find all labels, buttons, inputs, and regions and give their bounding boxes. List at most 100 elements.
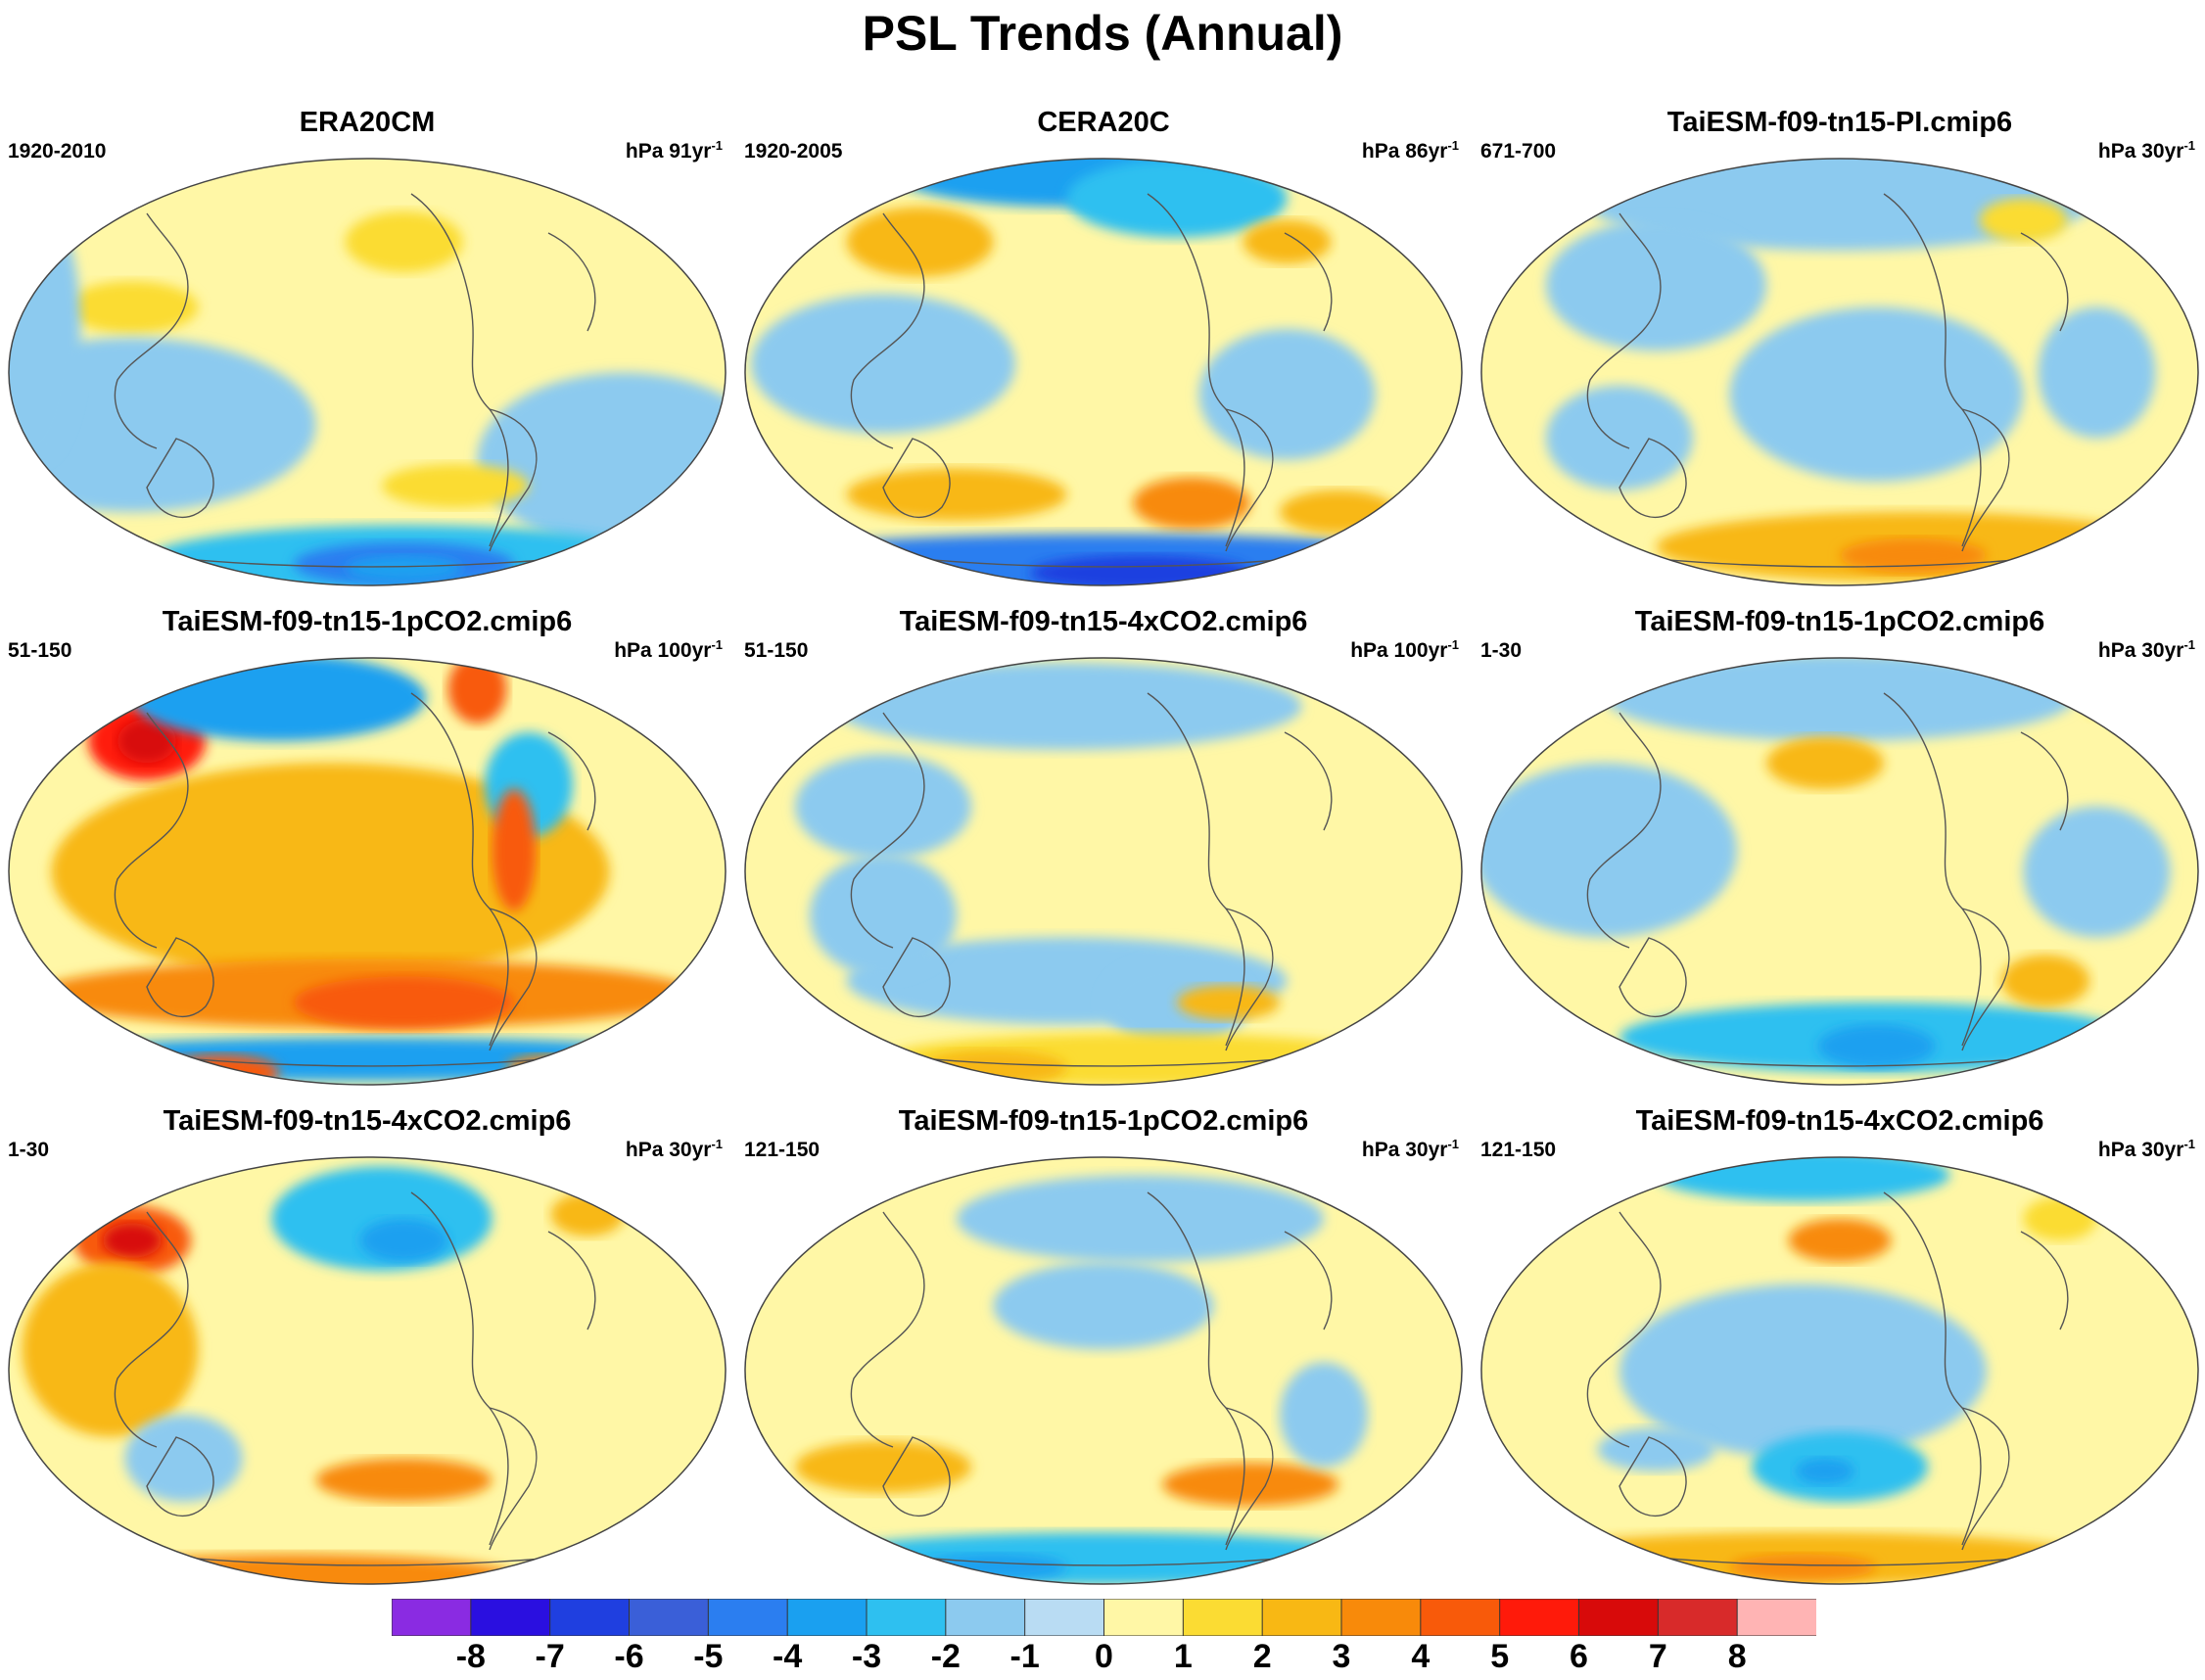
map-border [744, 657, 1463, 1086]
coastline [1961, 408, 2010, 552]
positive-trend-region [1788, 1218, 1892, 1263]
coastline [1619, 1436, 1687, 1517]
negative-trend-region [795, 754, 971, 860]
negative-trend-region [993, 1262, 1214, 1350]
map-panel: ERA20CM 1920-2010 hPa 91yr-1 [0, 106, 734, 586]
map-panel: TaiESM-f09-tn15-4xCO2.cmip6 1-30 hPa 30yr-… [0, 1104, 734, 1585]
negative-trend-region [1597, 1427, 1715, 1471]
units-text: hPa 30yr [2097, 639, 2184, 662]
map-projection [744, 1156, 1463, 1585]
negative-trend-region [345, 555, 463, 583]
colorbar-label: 5 [1490, 1638, 1510, 1675]
colorbar-swatch [470, 1599, 551, 1636]
coastline [114, 712, 189, 949]
colorbar-label: 2 [1252, 1638, 1272, 1675]
panel-units: hPa 100yr-1 [1350, 632, 1459, 664]
positive-trend-region [795, 1440, 971, 1494]
positive-trend-region [51, 763, 610, 981]
negative-trend-region [1605, 658, 2075, 741]
main-title: PSL Trends (Annual) [862, 6, 1343, 61]
colorbar-swatch [629, 1599, 710, 1636]
coastline [410, 193, 509, 547]
positive-trend-region [315, 1458, 493, 1503]
colorbar-swatch [786, 1599, 868, 1636]
colorbar-swatch [1261, 1599, 1342, 1636]
negative-trend-region [1729, 306, 2024, 482]
map-projection [744, 158, 1463, 586]
map-panel: TaiESM-f09-tn15-PI.cmip6 671-700 hPa 30yr-… [1473, 106, 2205, 586]
map-panel: TaiESM-f09-tn15-4xCO2.cmip6 121-150 hPa 30… [1473, 1104, 2205, 1585]
colorbar-label: -7 [535, 1638, 565, 1675]
positive-trend-region [1280, 490, 1397, 535]
coastline [882, 438, 951, 518]
panel-units: hPa 30yr-1 [2098, 1132, 2195, 1163]
coastline [1961, 1407, 2010, 1551]
colorbar-label: -2 [930, 1638, 961, 1675]
positive-trend-region [117, 719, 176, 764]
panel-title: TaiESM-f09-tn15-4xCO2.cmip6 [163, 1105, 572, 1137]
coastline [850, 1211, 925, 1448]
map-border [1480, 657, 2199, 1086]
negative-trend-region [831, 662, 1302, 750]
negative-trend-region [1030, 555, 1250, 585]
coastline [2020, 1231, 2069, 1330]
coastline [1961, 908, 2010, 1051]
positive-trend-region [1979, 198, 2068, 243]
map-projection [744, 657, 1463, 1086]
coastline [1284, 232, 1333, 332]
negative-trend-region [359, 1218, 448, 1263]
colorbar-label: 8 [1727, 1638, 1747, 1675]
panel-units: hPa 30yr-1 [2098, 133, 2195, 164]
units-text: hPa 30yr [1361, 1139, 1448, 1161]
map-panel: TaiESM-f09-tn15-1pCO2.cmip6 51-150 hPa 100… [0, 605, 734, 1086]
panel-units: hPa 30yr-1 [1362, 1132, 1459, 1163]
units-exponent: -1 [711, 1137, 723, 1151]
coastline [882, 1436, 951, 1517]
colorbar-label: 4 [1411, 1638, 1431, 1675]
negative-trend-region [2038, 306, 2156, 439]
coastline [1883, 692, 1982, 1047]
positive-trend-region [506, 1054, 595, 1082]
map-projection [8, 657, 727, 1086]
coastline [547, 731, 596, 831]
units-text: hPa 100yr [1350, 639, 1448, 662]
map-projection [8, 1156, 727, 1585]
colorbar-swatch [1578, 1599, 1660, 1636]
units-text: hPa 30yr [625, 1139, 712, 1161]
colorbar-swatch [707, 1599, 789, 1636]
map-border [8, 657, 727, 1086]
negative-trend-region [919, 1554, 1067, 1581]
coastline [489, 408, 538, 552]
map-border [1480, 158, 2199, 586]
coastline [146, 1436, 214, 1517]
coastline [1619, 438, 1687, 518]
map-projection [1480, 1156, 2199, 1585]
map-projection [1480, 657, 2199, 1086]
colorbar-swatch [1657, 1599, 1739, 1636]
coastline [1284, 1231, 1333, 1330]
negative-trend-region [1546, 385, 1693, 490]
panel-units: hPa 30yr-1 [626, 1132, 723, 1163]
negative-trend-region [1817, 1024, 1936, 1068]
positive-trend-region [1133, 477, 1250, 530]
negative-trend-region [1546, 219, 1766, 351]
coastline [1883, 193, 1982, 547]
colorbar-label: -3 [851, 1638, 882, 1675]
positive-trend-region [1729, 1554, 1877, 1581]
colorbar-swatch [866, 1599, 947, 1636]
map-border [8, 1156, 727, 1585]
negative-trend-region [1066, 159, 1288, 238]
coastline [850, 212, 925, 449]
coastline [2020, 232, 2069, 332]
positive-trend-region [846, 468, 1067, 521]
positive-trend-region [382, 463, 529, 508]
units-text: hPa 30yr [2097, 140, 2184, 163]
colorbar-label: 7 [1648, 1638, 1667, 1675]
positive-trend-region [1840, 537, 1987, 574]
coastline [489, 908, 538, 1051]
panel-period: 121-150 [1480, 1139, 1557, 1161]
positive-trend-region [2023, 1196, 2097, 1241]
positive-trend-region [846, 207, 994, 277]
colorbar-swatch [1736, 1599, 1816, 1636]
colorbar-swatch [1024, 1599, 1105, 1636]
